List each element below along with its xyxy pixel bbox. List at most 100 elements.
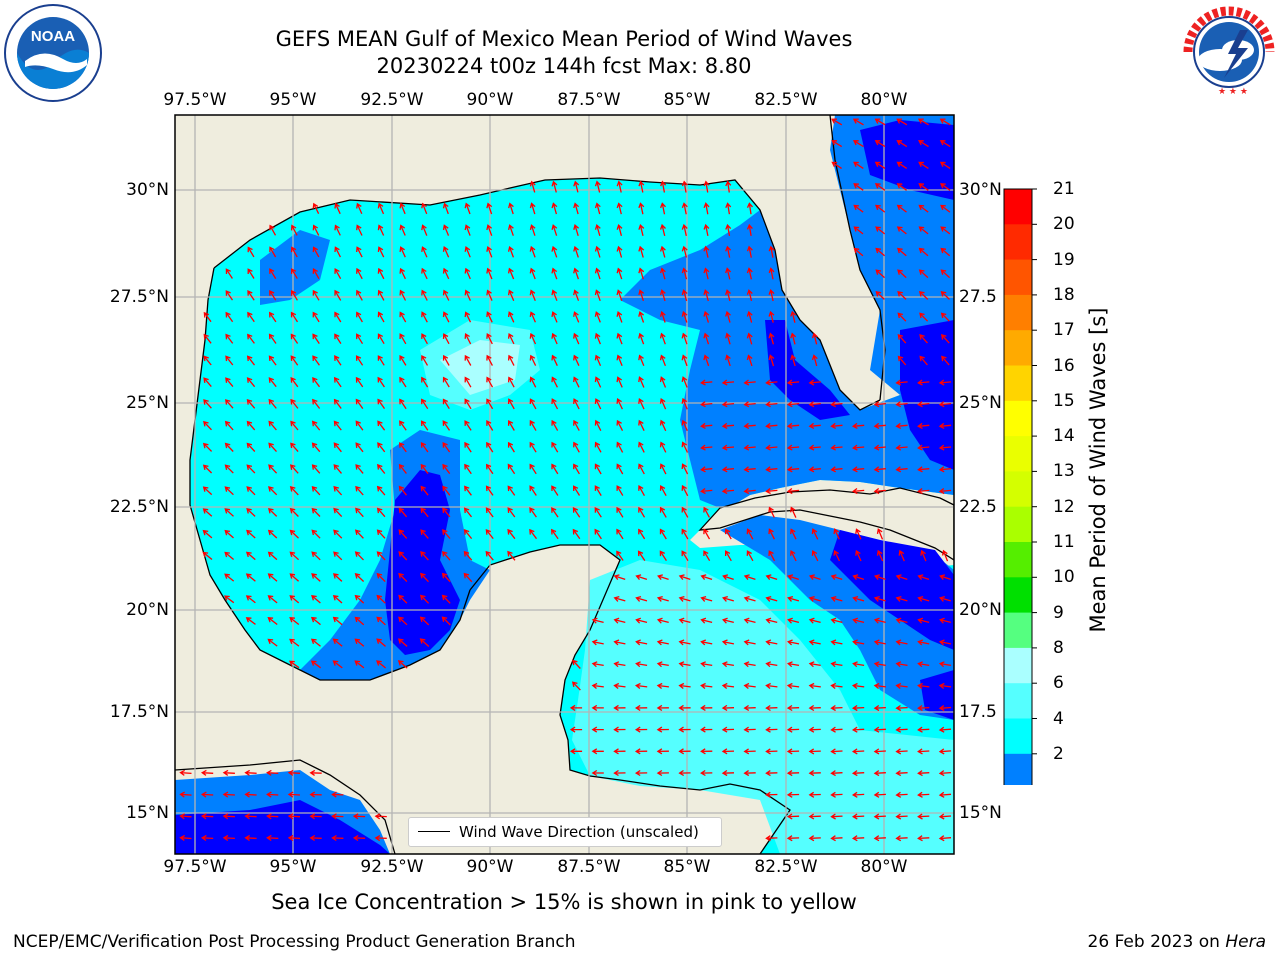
wind-arrow (659, 528, 667, 540)
wind-arrow (222, 791, 235, 798)
wind-arrow (398, 507, 408, 518)
wind-arrow (895, 661, 908, 668)
wind-arrow (246, 529, 256, 539)
map-frame (174, 114, 955, 855)
wind-arrow (703, 267, 710, 280)
wind-arrow (853, 226, 864, 235)
wind-arrow (355, 442, 364, 453)
noaa-logo: NOAA (3, 3, 103, 103)
wind-arrow (808, 748, 821, 755)
wind-arrow (939, 161, 951, 169)
wind-arrow (721, 639, 735, 646)
wind-arrow (703, 289, 710, 302)
colorbar-segment (1004, 683, 1032, 719)
wind-arrow (638, 267, 645, 280)
lat-label-left: 25°N (126, 393, 169, 413)
wind-arrow (245, 551, 256, 561)
wind-arrow (464, 463, 472, 475)
wind-arrow (397, 660, 408, 669)
wind-arrow (852, 595, 865, 602)
wind-arrow (374, 813, 387, 820)
wind-arrow (743, 379, 756, 386)
wind-arrow (594, 180, 601, 193)
wind-arrow (787, 617, 800, 624)
wind-arrow (634, 682, 648, 690)
wind-arrow (790, 550, 797, 562)
wind-arrow (594, 419, 602, 431)
wind-arrow (573, 419, 580, 431)
wind-arrow (743, 401, 756, 408)
wind-arrow (312, 289, 320, 301)
wind-arrow (765, 704, 778, 712)
wind-arrow (833, 528, 840, 540)
wind-arrow (356, 224, 363, 236)
wind-arrow (765, 444, 778, 451)
wind-arrow (420, 420, 429, 431)
wind-arrow (442, 202, 449, 215)
wind-arrow (895, 791, 908, 798)
wind-arrow (851, 813, 865, 820)
legend-line-sample (418, 831, 450, 832)
wind-arrow (896, 118, 908, 126)
wind-arrow (656, 769, 669, 777)
lat-label-left: 22.5°N (109, 497, 169, 517)
lon-label-top: 92.5°W (360, 90, 424, 110)
wind-arrow (743, 639, 756, 646)
wind-arrow (334, 202, 341, 215)
wind-arrow (551, 485, 559, 496)
wind-arrow (746, 202, 753, 215)
wind-arrow (421, 311, 428, 323)
wind-arrow (681, 441, 689, 453)
wind-arrow (442, 245, 450, 258)
wind-arrow (266, 813, 279, 820)
wind-arrow (312, 268, 320, 280)
chart-title-line2: 20230224 t00z 144h fcst Max: 8.80 (376, 54, 752, 78)
wind-arrow (940, 204, 951, 213)
wind-arrow (678, 617, 691, 624)
wind-arrow (725, 245, 732, 258)
wind-arrow (873, 770, 886, 777)
wind-arrow (917, 595, 930, 602)
wind-arrow (722, 574, 734, 581)
wind-arrow (289, 595, 300, 604)
wind-arrow (331, 791, 344, 798)
wind-arrow (507, 267, 515, 280)
wind-arrow (442, 289, 450, 301)
wind-arrow (594, 332, 602, 345)
wind-arrow (873, 639, 886, 646)
wind-arrow (765, 639, 778, 646)
wind-arrow (268, 355, 277, 366)
wind-arrow (786, 444, 800, 451)
wind-arrow (551, 267, 558, 280)
wind-arrow (290, 377, 299, 388)
wind-arrow (853, 161, 864, 169)
wind-arrow (203, 333, 212, 344)
wind-arrow (290, 311, 299, 323)
wind-arrow (551, 441, 559, 453)
wind-arrow (377, 289, 385, 301)
wind-arrow (485, 485, 494, 496)
wind-arrow (616, 506, 624, 518)
wind-arrow (202, 464, 213, 474)
wind-arrow (464, 441, 472, 453)
wind-arrow (376, 529, 386, 539)
wind-arrow (334, 289, 342, 301)
wind-arrow (743, 748, 756, 755)
wind-arrow (591, 682, 604, 690)
wind-arrow (464, 224, 471, 236)
wind-arrow (808, 682, 821, 690)
wind-arrow (681, 484, 689, 497)
wind-arrow (897, 333, 907, 344)
wind-arrow (873, 682, 886, 690)
wind-arrow (743, 770, 756, 777)
coastline-mexico (189, 267, 471, 681)
wind-arrow (202, 529, 213, 539)
wind-arrow (855, 528, 862, 540)
wind-arrow (681, 354, 688, 367)
wind-arrow (938, 487, 952, 495)
wind-arrow (507, 311, 515, 323)
wind-arrow (202, 508, 213, 517)
wind-arrow (656, 639, 669, 646)
wind-arrow (290, 268, 298, 279)
colorbar-tick-label: 2 (1053, 743, 1064, 764)
